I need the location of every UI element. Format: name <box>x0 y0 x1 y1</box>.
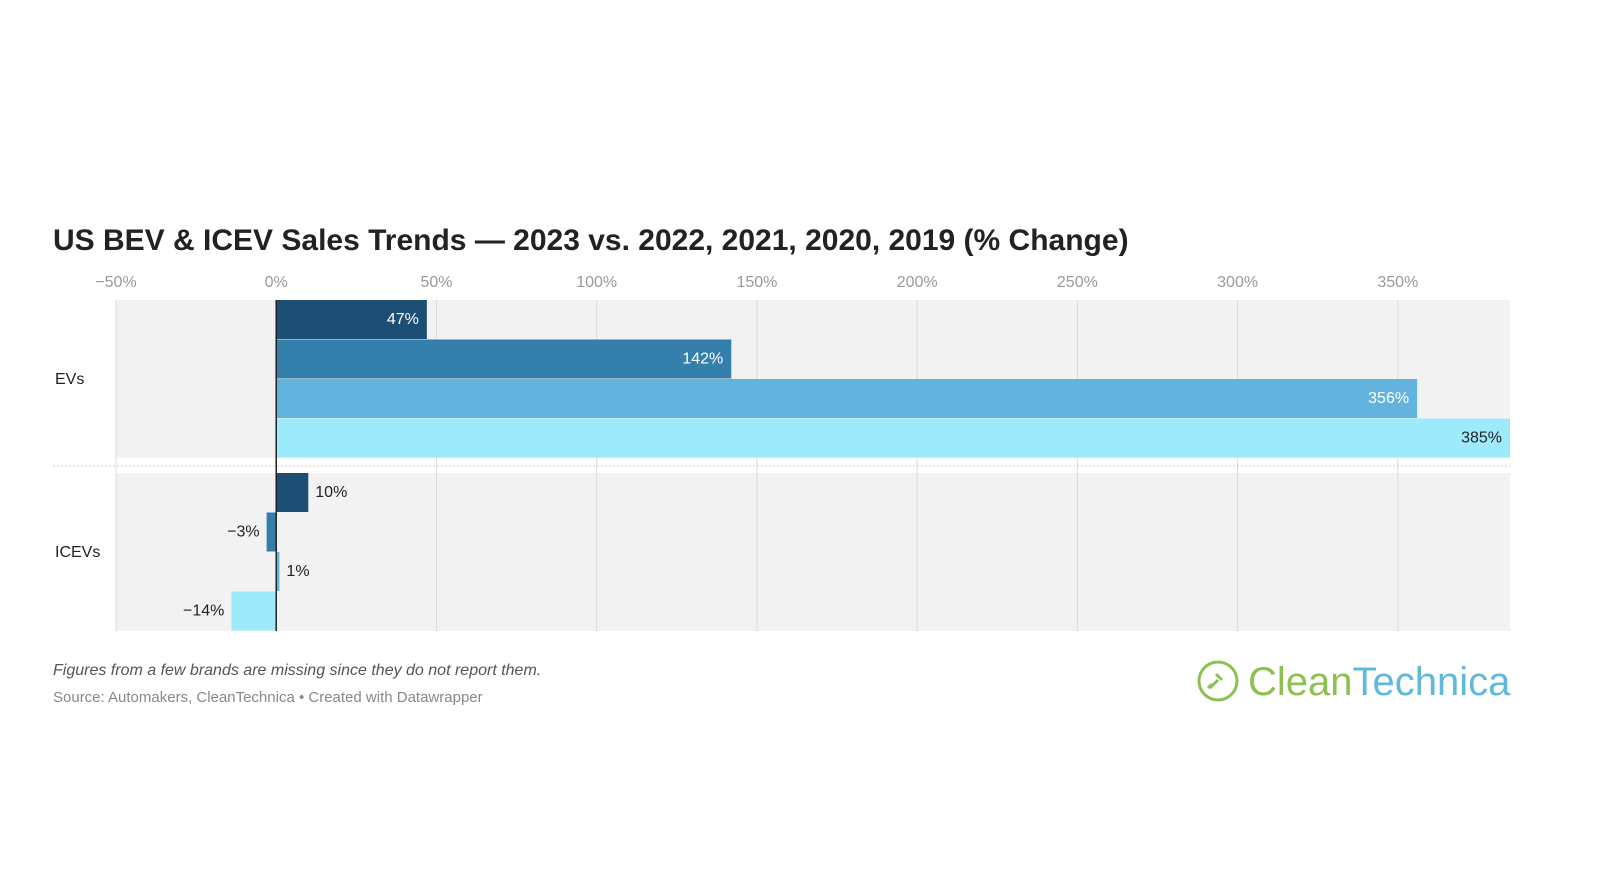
logo: CleanTechnica <box>1197 660 1511 704</box>
value-label: 356% <box>1368 390 1409 407</box>
note: Figures from a few brands are missing si… <box>53 662 541 679</box>
bar <box>231 591 277 631</box>
x-tick-label: −50% <box>95 274 136 291</box>
x-tick-label: 250% <box>1057 274 1098 291</box>
source: Source: Automakers, CleanTechnica • Crea… <box>53 689 483 706</box>
bar <box>276 473 309 512</box>
x-tick-label: 150% <box>736 274 777 291</box>
bar <box>276 339 732 379</box>
value-label: −3% <box>227 523 259 540</box>
x-tick-label: 350% <box>1377 274 1418 291</box>
bars: 47% 142% 356% 385% 10% −3% 1% −14% <box>183 300 1511 631</box>
logo-part: Clean <box>1248 660 1353 704</box>
logo-icon <box>1197 660 1239 702</box>
x-tick-label: 200% <box>897 274 938 291</box>
logo-text: CleanTechnica <box>1248 660 1511 704</box>
category-label: EVs <box>55 371 84 388</box>
logo-icon <box>1206 672 1224 690</box>
value-label: 1% <box>286 563 309 580</box>
x-tick-label: 0% <box>265 274 288 291</box>
bar <box>266 512 277 552</box>
x-tick-label: 50% <box>420 274 452 291</box>
bar <box>276 300 427 339</box>
x-tick-label: 100% <box>576 274 617 291</box>
bar <box>276 418 1511 458</box>
bar <box>276 379 1418 418</box>
logo-part: Technica <box>1353 660 1512 704</box>
value-label: 10% <box>315 484 347 501</box>
category-label: ICEVs <box>55 544 100 561</box>
value-label: 142% <box>682 350 723 367</box>
value-label: −14% <box>183 602 224 619</box>
value-label: 385% <box>1461 429 1502 446</box>
x-tick-label: 300% <box>1217 274 1258 291</box>
chart-title: US BEV & ICEV Sales Trends — 2023 vs. 20… <box>53 224 1129 257</box>
bar <box>276 552 280 591</box>
value-label: 47% <box>387 311 419 328</box>
group-band <box>116 473 1510 631</box>
